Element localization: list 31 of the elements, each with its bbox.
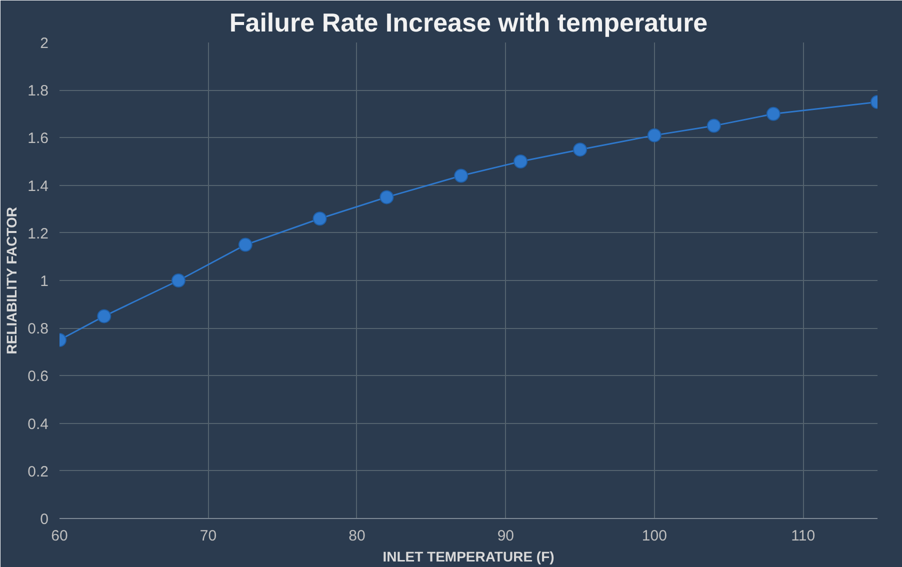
point: [380, 190, 394, 204]
y-tick-label: 2: [40, 35, 48, 52]
x-tick-label: 60: [51, 528, 68, 544]
y-tick-label: 0.8: [28, 320, 49, 338]
y-tick-label: 0: [40, 511, 48, 528]
y-tick-label: 1.2: [28, 225, 49, 242]
point: [706, 118, 721, 133]
x-tick-label: 90: [497, 528, 514, 544]
point: [312, 212, 327, 226]
y-tick-label: 0.4: [28, 416, 49, 433]
point: [766, 106, 780, 121]
point: [171, 274, 186, 288]
y-tick-label: 1: [40, 273, 48, 290]
point: [238, 238, 252, 252]
point: [647, 128, 662, 142]
x-tick-label: 70: [200, 528, 217, 544]
point: [573, 142, 588, 157]
chart-title: Failure Rate Increase with temperature: [229, 8, 708, 38]
x-tick-label: 80: [348, 528, 366, 544]
y-tick-label: 1.8: [28, 82, 49, 100]
point: [97, 309, 112, 324]
point: [514, 154, 528, 168]
point: [454, 168, 468, 183]
y-axis-title: RELIABILITY FACTOR: [4, 206, 20, 354]
x-tick-label: 100: [642, 528, 667, 544]
x-tick-label: 110: [791, 528, 816, 544]
y-tick-label: 0.6: [28, 368, 49, 386]
y-tick-label: 0.2: [28, 463, 49, 480]
y-tick-label: 1.4: [28, 178, 49, 195]
y-tick-label: 1.6: [28, 130, 49, 148]
x-axis-title: INLET TEMPERATURE (F): [382, 548, 554, 564]
